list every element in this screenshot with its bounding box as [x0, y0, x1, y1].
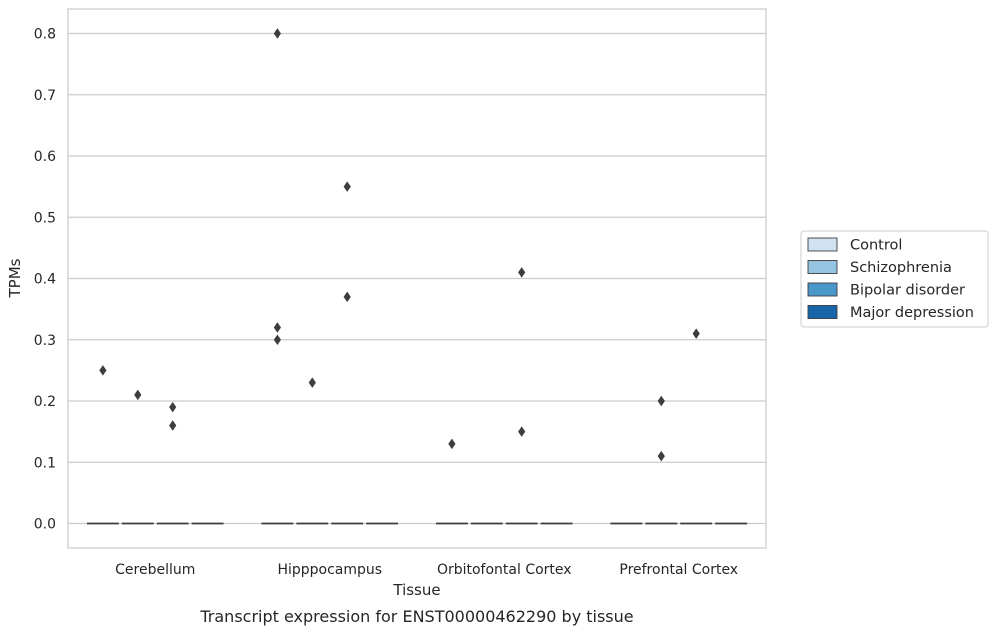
legend: Control Schizophrenia Bipolar disorder Majo…	[800, 230, 989, 328]
y-tick-label: 0.3	[34, 333, 56, 349]
y-axis-ticks: 0.0 0.1 0.2 0.3 0.4 0.5 0.6 0.7 0.8	[34, 27, 56, 533]
x-tick-label: Orbitofontal Cortex	[437, 562, 572, 578]
y-tick-label: 0.5	[34, 210, 56, 226]
x-axis-ticks: Cerebellum Hipppocampus Orbitofontal Corte…	[115, 562, 738, 578]
y-tick-label: 0.1	[34, 455, 56, 471]
outlier-point	[273, 322, 281, 333]
y-tick-label: 0.7	[34, 88, 56, 104]
outlier-point	[343, 291, 351, 303]
legend-label: Major depression	[850, 305, 974, 321]
outlier-point	[273, 28, 281, 39]
legend-label: Bipolar disorder	[850, 283, 965, 299]
outlier-point	[99, 365, 107, 376]
legend-frame	[800, 230, 989, 328]
legend-label: Schizophrenia	[850, 260, 952, 276]
outlier-point	[518, 426, 526, 437]
outliers	[99, 28, 700, 462]
outlier-point	[448, 438, 456, 450]
plot-area-frame	[67, 8, 767, 549]
y-axis-title: TPMs	[6, 258, 24, 298]
y-tick-label: 0.2	[34, 394, 56, 410]
chart-caption: Transcript expression for ENST0000046229…	[199, 607, 633, 626]
y-tick-label: 0.8	[34, 27, 56, 43]
outlier-point	[169, 420, 177, 431]
y-tick-label: 0.6	[34, 149, 56, 165]
y-tick-label: 0.4	[34, 272, 56, 288]
x-axis-title: Tissue	[392, 581, 440, 599]
outlier-point	[134, 389, 142, 401]
outlier-point	[657, 450, 665, 462]
x-tick-label: Prefrontal Cortex	[619, 562, 738, 578]
legend-label: Control	[850, 238, 902, 254]
outlier-point	[169, 401, 177, 413]
outlier-point	[308, 377, 316, 388]
grid	[68, 32, 766, 525]
outlier-point	[692, 328, 700, 339]
legend-swatch	[807, 305, 838, 319]
y-tick-label: 0.0	[34, 517, 56, 533]
outlier-point	[273, 334, 281, 345]
legend-swatch	[807, 260, 838, 274]
outlier-point	[657, 395, 665, 407]
outlier-point	[343, 181, 351, 192]
x-tick-label: Hipppocampus	[277, 562, 382, 578]
legend-swatch	[807, 282, 838, 297]
outlier-point	[518, 267, 526, 278]
legend-swatch	[807, 237, 838, 252]
x-tick-label: Cerebellum	[115, 562, 195, 578]
